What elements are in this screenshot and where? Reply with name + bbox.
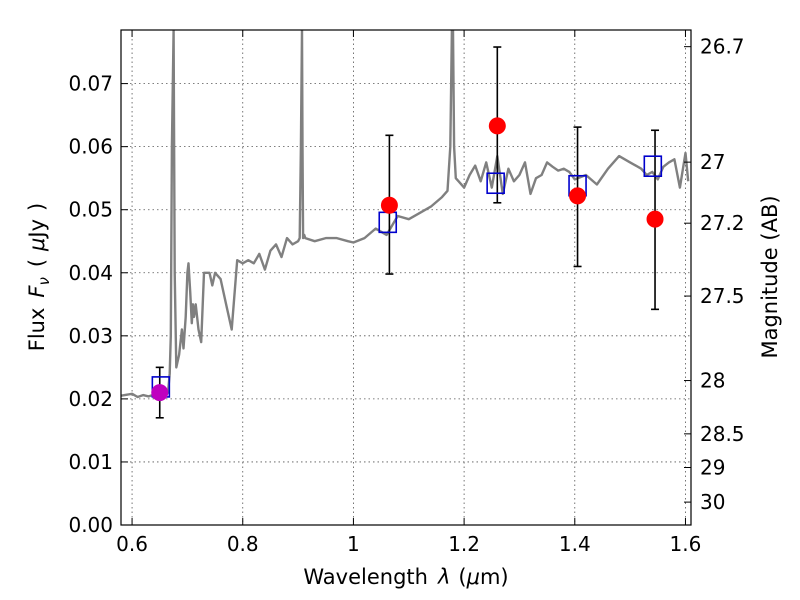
plot-frame: [120, 29, 692, 526]
y2-tick-label: 27.2: [700, 211, 745, 235]
y-axis-label-paren-open: (: [25, 259, 49, 267]
y-axis-label-word: Flux: [25, 308, 49, 352]
y-tick-label: 0.07: [68, 72, 113, 96]
y2-tick-label: 30: [700, 490, 725, 514]
y-tick-label: 0.04: [68, 261, 113, 285]
y-axis-left: 0.00 0.01 0.02 0.03 0.04 0.05 0.06 0.07: [68, 72, 128, 537]
y-tick-label: 0.03: [68, 324, 113, 348]
x-axis-label-word: Wavelength: [303, 565, 428, 589]
y-axis-right: 26.7 27 27.2 27.5 28 28.5 29 30: [684, 35, 745, 514]
y2-tick-label: 27.5: [700, 284, 745, 308]
model-box-point: [486, 172, 505, 195]
observed-point: [488, 117, 506, 135]
y-tick-label: 0.02: [68, 387, 113, 411]
y2-tick-label: 26.7: [700, 35, 745, 59]
x-axis: 0.6 0.8 1 1.2 1.4 1.6: [116, 30, 701, 556]
y2-tick-label: 28: [700, 369, 725, 393]
observed-point: [151, 384, 169, 402]
y2-tick-label: 28.5: [700, 422, 745, 446]
x-axis-label: Wavelength λ (μm): [303, 565, 508, 589]
y-tick-label: 0.06: [68, 135, 113, 159]
x-axis-label-mu: μ: [466, 565, 480, 589]
y2-axis-label: Magnitude (AB): [758, 195, 782, 358]
model-box-point: [643, 155, 663, 178]
observed-point: [646, 210, 664, 228]
plot-background: [121, 30, 691, 525]
x-tick-label: 1.4: [559, 532, 591, 556]
plot-area: [121, 30, 690, 399]
y-axis-label-mu: μ: [25, 238, 49, 252]
y2-tick-label: 29: [700, 455, 725, 479]
y-tick-label: 0.01: [68, 450, 113, 474]
x-axis-label-lambda: λ: [437, 565, 450, 589]
observed-point: [380, 196, 398, 214]
y-axis-label-paren-close: ): [25, 203, 49, 211]
x-tick-label: 1.2: [448, 532, 480, 556]
observed-point: [569, 187, 587, 205]
y-axis-label-nu: ν: [35, 277, 53, 285]
y-axis-label: Flux Fν ( μJy): [25, 203, 53, 352]
x-tick-label: 1.6: [670, 532, 702, 556]
x-tick-label: 0.6: [116, 532, 148, 556]
x-axis-label-paren: (: [458, 565, 466, 589]
y-tick-label: 0.00: [68, 513, 113, 537]
points-layer: [151, 46, 664, 419]
x-tick-label: 1: [347, 532, 360, 556]
y-axis-label-unit: Jy: [25, 219, 49, 240]
model-spectrum-line: [121, 30, 690, 399]
y2-tick-label: 27: [700, 150, 725, 174]
x-tick-label: 0.8: [227, 532, 259, 556]
y-axis-label-f: F: [25, 285, 49, 298]
y-tick-label: 0.05: [68, 198, 113, 222]
x-axis-label-unit: m): [480, 565, 509, 589]
